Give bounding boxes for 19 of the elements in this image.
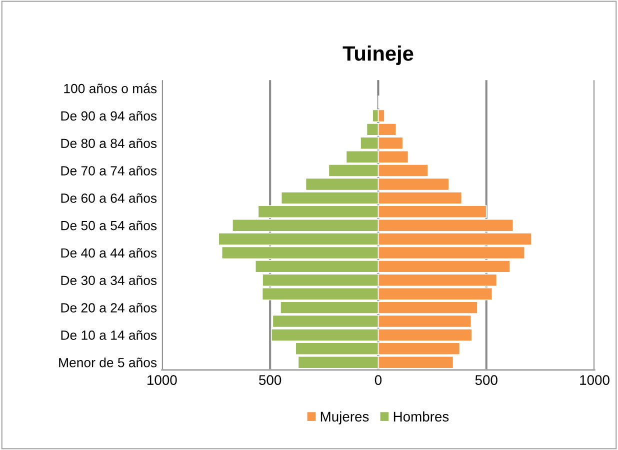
legend-label: Mujeres xyxy=(320,411,369,424)
x-tick-label: 0 xyxy=(374,375,382,385)
y-tick-label: De 70 a 74 años xyxy=(61,166,157,176)
y-tick-label: De 10 a 14 años xyxy=(61,330,157,340)
y-tick-label: De 80 a 84 años xyxy=(61,138,157,148)
y-tick-label: De 60 a 64 años xyxy=(61,193,157,203)
y-tick-label: Menor de 5 años xyxy=(59,358,157,368)
y-tick-label: De 20 a 24 años xyxy=(61,302,157,312)
y-tick-label: De 50 a 54 años xyxy=(61,220,157,230)
y-tick-label: De 90 a 94 años xyxy=(61,111,157,121)
y-tick-label: De 40 a 44 años xyxy=(61,248,157,258)
legend-label: Hombres xyxy=(394,411,449,422)
chart-title: Tuineje xyxy=(342,46,414,65)
y-tick-label: De 30 a 34 años xyxy=(61,275,157,286)
x-tick-label: 500 xyxy=(259,375,282,385)
x-tick-label: 1000 xyxy=(148,375,177,385)
x-tick-label: 500 xyxy=(475,375,498,385)
y-tick-label: 100 años o más xyxy=(64,83,157,94)
x-tick-label: 1000 xyxy=(580,375,610,385)
